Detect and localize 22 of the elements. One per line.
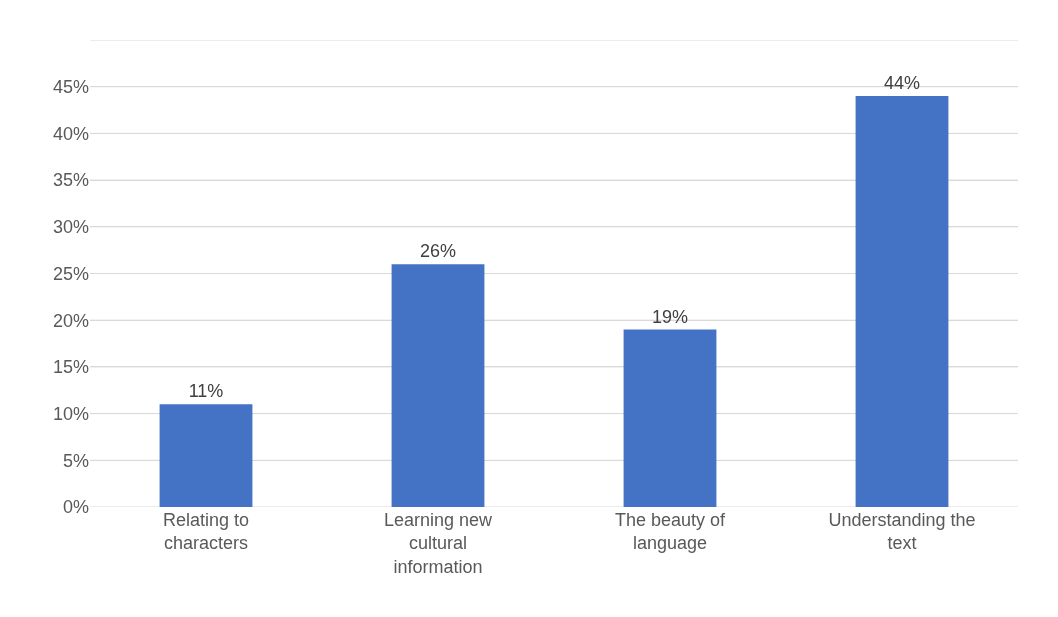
x-tick-label: Learning new cultural information (383, 510, 494, 577)
x-tick-label: Relating to characters (162, 510, 250, 554)
data-label: 44% (883, 73, 921, 94)
data-label: 11% (188, 381, 224, 402)
y-tick-label: 35% (52, 170, 89, 191)
data-label: 19% (651, 306, 689, 327)
y-tick-label: 45% (52, 77, 89, 97)
bar (391, 264, 485, 507)
bar (855, 96, 949, 507)
y-tick-label: 15% (52, 357, 89, 378)
y-tick-label: 30% (52, 217, 89, 238)
bar (623, 329, 717, 507)
y-tick-label: 25% (52, 263, 89, 284)
data-label: 26% (419, 241, 457, 262)
x-tick-label: The beauty of language (614, 510, 727, 554)
y-tick-label: 5% (62, 450, 89, 471)
x-tick-label: Understanding the text (828, 510, 976, 554)
y-tick-label: 10% (52, 403, 89, 424)
y-tick-label: 20% (52, 310, 89, 331)
bar (159, 404, 253, 507)
y-tick-label: 0% (62, 497, 89, 518)
y-tick-label: 40% (52, 123, 89, 144)
